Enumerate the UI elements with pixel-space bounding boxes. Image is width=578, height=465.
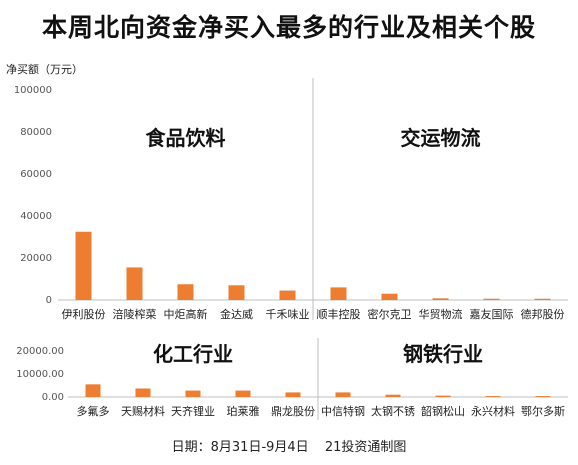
section-label: 食品饮料 [146,126,226,150]
category-label: 中信特钢 [321,404,365,418]
category-label: 珀莱雅 [227,404,260,418]
y-tick-label: 20000 [20,253,52,264]
y-tick-label: 10000.00 [16,369,64,380]
y-tick-label: 0.00 [42,392,64,403]
category-label: 永兴材料 [471,404,515,418]
bar [279,290,296,300]
y-tick-label: 40000 [20,211,52,222]
category-label: 多氟多 [77,404,110,418]
y-tick-label: 20000.00 [16,346,64,357]
bar [285,392,301,397]
category-label: 千禾味业 [266,308,310,321]
y-axis-label: 净买额（万元） [6,63,83,76]
category-label: 韶钢松山 [421,404,465,418]
category-label: 天赐材料 [121,404,165,418]
bar [483,298,500,300]
category-label: 伊利股份 [62,308,106,321]
bar [534,298,551,300]
category-label: 密尔克卫 [368,307,412,321]
category-label: 华贸物流 [419,307,463,321]
bar [75,231,92,300]
bar [135,388,151,397]
bar [126,267,143,300]
bar [85,384,101,397]
bar [381,293,398,300]
bar [385,394,401,397]
bar [485,396,501,397]
y-tick-label: 100000 [14,85,52,96]
bar [228,285,245,300]
category-label: 金达威 [220,307,253,321]
bar [432,298,449,300]
bar [185,390,201,397]
category-label: 太钢不锈 [371,405,415,418]
section-label: 化工行业 [153,342,233,366]
category-label: 涪陵榨菜 [113,307,157,321]
bar [535,396,551,397]
bar [177,284,194,300]
category-label: 鼎龙股份 [271,405,315,418]
footer-date: 日期：8月31日-9月4日 [171,440,309,455]
category-label: 鄂尔多斯 [521,404,565,418]
y-tick-label: 80000 [20,127,52,138]
category-label: 嘉友国际 [470,307,514,321]
bar [235,390,251,397]
y-tick-label: 0 [46,295,52,306]
category-label: 顺丰控股 [317,307,361,321]
footer-source: 21投资通制图 [324,440,407,455]
footer: 日期：8月31日-9月4日 21投资通制图 [0,436,578,455]
bar [435,395,451,397]
category-label: 中炬高新 [164,307,208,321]
chart-title: 本周北向资金净买入最多的行业及相关个股 [41,13,536,42]
bar [330,287,347,300]
section-label: 交运物流 [401,126,481,150]
section-label: 钢铁行业 [403,342,483,366]
category-label: 天齐锂业 [171,404,215,418]
y-tick-label: 60000 [20,169,52,180]
category-label: 德邦股份 [521,307,565,321]
bar [335,392,351,397]
